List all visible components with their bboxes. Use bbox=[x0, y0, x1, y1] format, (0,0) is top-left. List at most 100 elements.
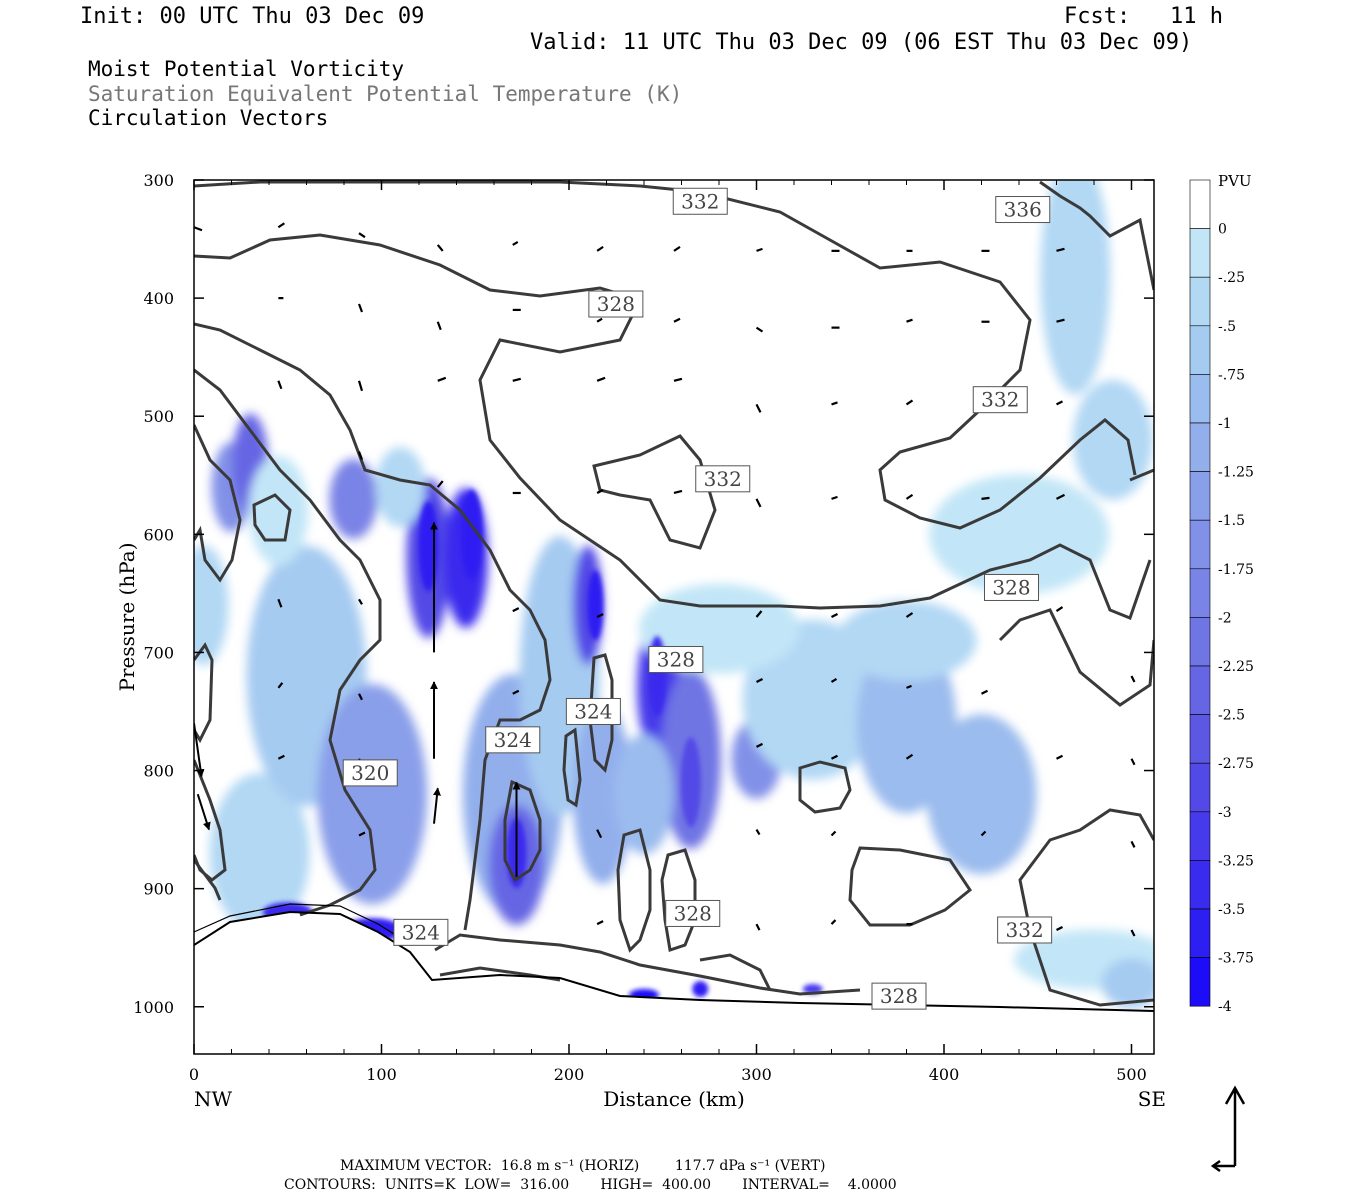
contour-label: 332 bbox=[695, 465, 751, 493]
colorbar-swatch bbox=[1189, 179, 1211, 229]
contour-label-text: 332 bbox=[681, 189, 719, 213]
contour-label-text: 324 bbox=[574, 699, 612, 723]
circulation-vector bbox=[905, 399, 914, 406]
circulation-vector bbox=[436, 244, 444, 252]
mpv-blob bbox=[248, 455, 309, 566]
y-tick-label: 600 bbox=[143, 525, 174, 544]
y-tick-label: 800 bbox=[143, 762, 174, 781]
plot-frame bbox=[193, 179, 1155, 1055]
colorbar-label: -3.75 bbox=[1218, 951, 1254, 967]
contour-label-box bbox=[648, 646, 704, 674]
colorbar-swatch bbox=[1189, 519, 1211, 570]
circulation-vector bbox=[358, 232, 366, 239]
circulation-vector bbox=[673, 377, 683, 382]
axes: 0 100 200 300 400 500 300 400 500 600 700 800 900 100… bbox=[133, 171, 1154, 1084]
theta-es-contour bbox=[194, 233, 1152, 620]
circulation-vector bbox=[906, 318, 913, 323]
se-label: SE bbox=[1138, 1087, 1166, 1111]
theta-es-contour bbox=[660, 848, 697, 952]
theta-es-contour bbox=[194, 368, 382, 917]
mpv-blob bbox=[926, 714, 1037, 875]
circulation-vectors bbox=[194, 222, 1136, 937]
circulation-vector bbox=[831, 613, 838, 618]
terrain-inner-line bbox=[194, 903, 411, 945]
contour-label-box bbox=[393, 918, 449, 946]
circulation-vector bbox=[905, 753, 914, 760]
circulation-vector bbox=[981, 689, 988, 695]
circulation-vector bbox=[1130, 675, 1136, 683]
contour-label: 332 bbox=[972, 386, 1028, 414]
circulation-vector-strong bbox=[196, 793, 211, 831]
circulation-vector bbox=[755, 829, 761, 836]
mpv-core bbox=[587, 570, 604, 641]
circulation-vector bbox=[1056, 754, 1063, 760]
colorbar-swatch bbox=[1189, 422, 1211, 472]
mpv-blob bbox=[375, 447, 426, 528]
circulation-vector bbox=[1056, 247, 1065, 252]
colorbar-label: -2 bbox=[1218, 610, 1232, 626]
theta-es-contour bbox=[592, 434, 717, 550]
colorbar-swatch bbox=[1189, 762, 1211, 813]
mpv-blob bbox=[572, 704, 633, 885]
contour-label-box bbox=[997, 916, 1053, 944]
contour-label-text: 328 bbox=[992, 575, 1030, 599]
circulation-vector bbox=[358, 693, 363, 701]
contour-label-box bbox=[984, 573, 1039, 601]
colorbar-swatch bbox=[1189, 714, 1211, 764]
y-tick-label: 300 bbox=[143, 171, 174, 190]
below-ground-mask bbox=[194, 912, 1154, 1054]
theta-es-contour bbox=[194, 642, 214, 744]
contour-label-text: 324 bbox=[494, 728, 532, 752]
x-tick-label: 200 bbox=[554, 1065, 585, 1084]
theta-es-contour bbox=[1018, 808, 1154, 1007]
circulation-vector bbox=[980, 830, 987, 837]
nw-label: NW bbox=[194, 1087, 233, 1111]
mpv-blob bbox=[329, 458, 378, 539]
x-tick-label: 500 bbox=[1116, 1065, 1147, 1084]
mpv-blob bbox=[317, 684, 428, 905]
colorbar-swatch bbox=[1189, 276, 1211, 327]
contour-label-box bbox=[665, 899, 721, 927]
circulation-vector bbox=[436, 321, 442, 331]
terrain-line bbox=[194, 903, 1154, 1012]
circulation-vector bbox=[1056, 926, 1063, 931]
circulation-vector bbox=[437, 376, 447, 382]
circulation-vector bbox=[277, 222, 285, 229]
circulation-vector bbox=[906, 684, 912, 689]
circulation-vector bbox=[596, 245, 604, 252]
circulation-vector bbox=[277, 754, 285, 760]
contour-label: 332 bbox=[997, 916, 1053, 944]
contour-label-box bbox=[565, 697, 621, 725]
circulation-vector bbox=[1056, 318, 1065, 323]
circulation-vector bbox=[756, 677, 763, 683]
mpv-core bbox=[418, 501, 439, 592]
colorbar-label: -2.25 bbox=[1218, 659, 1254, 675]
circulation-vector bbox=[905, 612, 914, 618]
circulation-vector bbox=[755, 403, 762, 413]
valid-time: Valid: 11 UTC Thu 03 Dec 09 (06 EST Thu … bbox=[530, 30, 1193, 55]
x-tick-label: 400 bbox=[929, 1065, 960, 1084]
circulation-vector bbox=[1130, 758, 1136, 766]
circulation-vector-strong bbox=[433, 787, 441, 824]
mpv-blob bbox=[209, 773, 310, 934]
circulation-vector bbox=[1055, 606, 1064, 613]
contour-label-text: 320 bbox=[351, 761, 389, 785]
circulation-vector bbox=[358, 831, 366, 837]
contour-info: CONTOURS: UNITS=K LOW= 316.00 HIGH= 400.… bbox=[284, 1177, 897, 1193]
circulation-vector bbox=[981, 496, 990, 500]
colorbar-swatch bbox=[1189, 471, 1211, 521]
circulation-vector bbox=[831, 495, 838, 500]
circulation-vector bbox=[830, 919, 837, 925]
circulation-vector bbox=[277, 682, 284, 689]
theta-es-contour bbox=[848, 846, 973, 927]
field-label-theta-es: Saturation Equivalent Potential Temperat… bbox=[88, 82, 683, 106]
contour-label-box bbox=[485, 726, 541, 754]
contour-label-box bbox=[588, 290, 644, 318]
circulation-vector bbox=[905, 493, 914, 500]
colorbar-label: -3.5 bbox=[1218, 902, 1245, 918]
contour-label: 332 bbox=[672, 187, 728, 215]
contour-label-text: 332 bbox=[704, 467, 742, 491]
circulation-vector bbox=[756, 742, 763, 748]
colorbar-label: -3.25 bbox=[1218, 853, 1254, 869]
theta-es-contour bbox=[1039, 180, 1154, 291]
